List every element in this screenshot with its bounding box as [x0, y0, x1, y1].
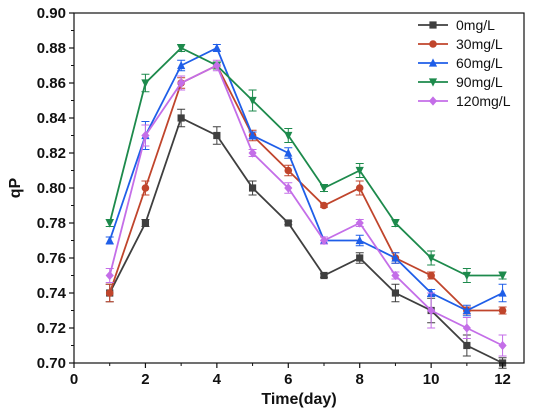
series-120mg/L — [105, 59, 507, 357]
legend-item: 60mg/L — [418, 55, 503, 71]
x-tick-label: 2 — [141, 371, 149, 388]
data-point — [320, 271, 328, 280]
legend-swatch-marker — [429, 40, 437, 48]
data-point — [213, 131, 221, 140]
data-point — [319, 184, 329, 193]
x-tick-label: 0 — [70, 371, 78, 388]
data-point — [427, 254, 436, 263]
data-point — [284, 166, 293, 175]
legend-item: 120mg/L — [418, 93, 511, 109]
data-point — [427, 271, 435, 280]
series-line — [108, 64, 503, 312]
legend-item: 30mg/L — [418, 36, 503, 52]
data-point — [355, 218, 364, 228]
data-point — [105, 235, 114, 245]
data-point — [319, 235, 329, 246]
data-point — [212, 43, 221, 52]
series-line — [108, 46, 503, 277]
data-point — [355, 184, 364, 192]
data-point — [177, 60, 186, 70]
data-point — [105, 289, 114, 297]
data-point — [356, 254, 364, 262]
x-axis-title: Time(day) — [261, 391, 336, 408]
data-point — [498, 288, 507, 297]
y-tick-label: 0.84 — [37, 110, 67, 127]
y-tick-label: 0.80 — [37, 180, 66, 197]
data-point — [248, 130, 257, 140]
data-point — [498, 306, 507, 315]
data-point — [391, 289, 400, 297]
y-tick-label: 0.78 — [37, 215, 66, 232]
legend-item: 90mg/L — [418, 74, 503, 90]
data-point — [391, 219, 400, 228]
data-point — [498, 271, 507, 281]
y-tick-label: 0.90 — [37, 5, 66, 22]
series-line — [108, 46, 503, 312]
data-point — [177, 78, 186, 88]
data-point — [284, 131, 293, 141]
data-point — [355, 166, 364, 176]
data-point — [141, 219, 150, 227]
data-point — [212, 60, 221, 71]
data-point — [284, 148, 293, 157]
legend-label: 90mg/L — [456, 74, 503, 90]
legend-swatch-marker — [429, 21, 437, 29]
y-tick-label: 0.86 — [37, 75, 66, 92]
data-point — [248, 96, 257, 106]
data-point — [177, 114, 185, 122]
series-90mg/L — [105, 44, 507, 283]
x-tick-label: 12 — [494, 371, 511, 388]
y-tick-label: 0.74 — [37, 285, 67, 302]
legend-label: 120mg/L — [456, 93, 511, 109]
data-point — [177, 44, 186, 53]
data-point — [248, 184, 257, 192]
legend-swatch-marker — [428, 96, 438, 106]
data-point — [141, 184, 150, 192]
x-tick-label: 10 — [423, 371, 440, 388]
x-tick-label: 8 — [356, 371, 364, 388]
data-point — [462, 271, 471, 281]
y-tick-label: 0.88 — [37, 40, 66, 57]
legend-item: 0mg/L — [418, 17, 495, 33]
y-tick-label: 0.82 — [37, 145, 66, 162]
legend-swatch-marker — [428, 78, 438, 87]
data-point — [498, 340, 507, 351]
y-tick-label: 0.72 — [37, 320, 66, 337]
x-tick-label: 4 — [213, 371, 222, 388]
series-0mg/L — [105, 108, 507, 369]
data-point — [463, 341, 471, 350]
data-point — [248, 148, 257, 158]
data-point — [141, 130, 150, 141]
data-point — [391, 270, 400, 281]
data-point — [141, 79, 150, 88]
series-30mg/L — [105, 61, 507, 315]
series-line — [108, 64, 503, 347]
data-point — [355, 235, 364, 245]
legend: 0mg/L 30mg/L 60mg/L 90mg/L 120mg/L — [418, 17, 511, 109]
y-axis-title: qP — [7, 177, 24, 198]
y-axis: 0.70 0.72 0.74 0.76 0.78 0.80 0.82 0.84 0.86 0.88… — [37, 5, 74, 372]
legend-label: 30mg/L — [456, 36, 503, 52]
data-point — [391, 253, 400, 262]
plot-marks — [105, 43, 507, 369]
data-point — [105, 219, 114, 228]
legend-swatch-marker — [428, 58, 438, 67]
data-point — [427, 305, 436, 316]
x-axis: 0 2 4 6 8 10 12 — [70, 363, 511, 388]
series-60mg/L — [105, 43, 507, 317]
legend-label: 60mg/L — [456, 55, 503, 71]
x-tick-label: 6 — [284, 371, 292, 388]
data-point — [462, 323, 471, 333]
data-point — [105, 270, 114, 281]
y-tick-label: 0.76 — [37, 250, 66, 267]
legend-label: 0mg/L — [456, 17, 495, 33]
data-point — [284, 183, 293, 193]
data-point — [320, 201, 328, 210]
y-tick-label: 0.70 — [37, 355, 66, 372]
data-point — [462, 305, 471, 315]
series-line — [108, 116, 503, 364]
data-point — [284, 219, 292, 227]
